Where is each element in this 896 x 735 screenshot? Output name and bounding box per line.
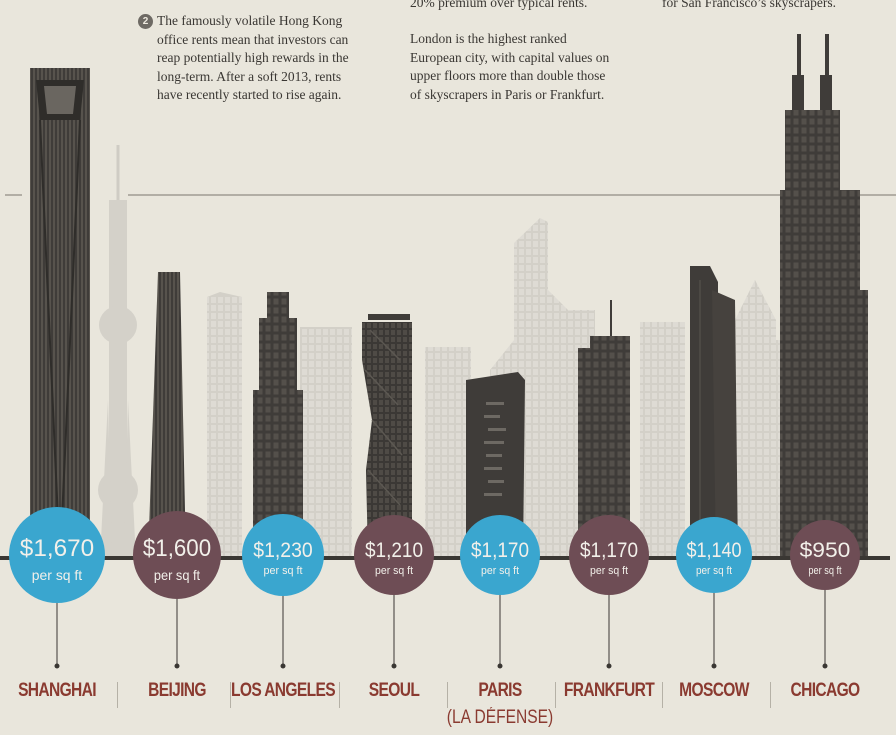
- price-marker-paris: $1,170 per sq ft: [460, 515, 540, 669]
- hk-line-3: reap potentially high rewards in the: [157, 50, 349, 65]
- label-separator: [555, 682, 556, 708]
- price-unit: per sq ft: [696, 565, 732, 577]
- price-value: $950: [800, 539, 851, 562]
- price-marker-seoul: $1,210 per sq ft: [354, 515, 434, 669]
- bg-tower-3: [425, 347, 471, 557]
- price-bubble: [569, 515, 649, 595]
- marker-dot: [822, 663, 828, 669]
- price-bubble: [9, 507, 105, 603]
- label-separator: [447, 682, 448, 708]
- price-bubble: [354, 515, 434, 595]
- hk-line-5: have recently started to rise again.: [157, 87, 342, 102]
- hong-kong-note: 2 The famously volatile Hong Kong office …: [138, 12, 388, 105]
- price-value: $1,230: [253, 539, 312, 562]
- label-separator: [117, 682, 118, 708]
- price-marker-los-angeles: $1,230 per sq ft: [242, 514, 324, 669]
- city-sublabel: (LA DÉFENSE): [446, 707, 554, 728]
- bg-tower-2: [300, 327, 352, 557]
- price-bubble: [790, 520, 860, 590]
- price-markers: $1,670 per sq ft $1,600 per sq ft $1,230 per …: [9, 507, 860, 669]
- city-label-seoul: SEOUL: [368, 680, 420, 701]
- premium-note: 20% premium over typical rents.: [410, 0, 588, 10]
- price-marker-moscow: $1,140 per sq ft: [676, 517, 752, 669]
- price-bubble: [676, 517, 752, 593]
- price-bubble: [242, 514, 324, 596]
- city-label-chicago: CHICAGO: [790, 680, 861, 701]
- price-marker-chicago: $950 per sq ft: [790, 520, 860, 669]
- city-label-paris: PARIS: [478, 680, 522, 701]
- shanghai-tower: [30, 68, 90, 558]
- chicago-tower: [780, 34, 868, 560]
- marker-dot: [391, 663, 397, 669]
- price-unit: per sq ft: [32, 567, 82, 583]
- note-number-badge: 2: [138, 14, 153, 29]
- city-label-moscow: MOSCOW: [679, 680, 749, 701]
- label-separator: [662, 682, 663, 708]
- hk-line-1: 2 The famously volatile Hong Kong: [138, 12, 388, 31]
- beijing-tower: [148, 272, 186, 558]
- price-value: $1,140: [686, 539, 741, 562]
- marker-dot: [497, 663, 503, 669]
- san-francisco-note: for San Francisco’s skyscrapers.: [662, 0, 836, 10]
- price-unit: per sq ft: [154, 567, 200, 583]
- paris-tower: [466, 372, 525, 558]
- marker-dot: [711, 663, 717, 669]
- price-unit: per sq ft: [375, 565, 413, 577]
- city-label-beijing: BEIJING: [148, 680, 206, 701]
- price-marker-frankfurt: $1,170 per sq ft: [569, 515, 649, 669]
- price-unit: per sq ft: [808, 565, 841, 577]
- price-unit: per sq ft: [590, 565, 628, 577]
- price-value: $1,600: [143, 535, 211, 562]
- label-separator: [339, 682, 340, 708]
- marker-dot: [280, 663, 286, 669]
- seoul-tower: [362, 314, 412, 558]
- city-label-los-angeles: LOS ANGELES: [231, 680, 336, 701]
- london-note: London is the highest ranked European ci…: [410, 31, 610, 102]
- bg-tower-1: [207, 297, 242, 557]
- price-value: $1,210: [365, 539, 423, 562]
- price-value: $1,170: [471, 539, 529, 562]
- city-label-frankfurt: FRANKFURT: [563, 680, 655, 701]
- pearl-tower: [98, 145, 138, 560]
- price-unit: per sq ft: [264, 565, 303, 577]
- hk-line-2: office rents mean that investors can: [157, 31, 349, 47]
- price-value: $1,670: [20, 535, 94, 562]
- label-separator: [230, 682, 231, 708]
- price-unit: per sq ft: [481, 565, 519, 577]
- marker-dot: [174, 663, 180, 669]
- price-bubble: [460, 515, 540, 595]
- marker-dot: [606, 663, 612, 669]
- bg-tower-4: [640, 322, 685, 557]
- label-separator: [770, 682, 771, 708]
- price-value: $1,170: [580, 539, 638, 562]
- price-marker-shanghai: $1,670 per sq ft: [9, 507, 105, 669]
- price-marker-beijing: $1,600 per sq ft: [133, 511, 221, 669]
- background-buildings: [98, 145, 780, 560]
- moscow-tower: [690, 266, 738, 560]
- hk-line-4: long-term. After a soft 2013, rents: [157, 68, 342, 84]
- city-label-shanghai: SHANGHAI: [18, 680, 97, 701]
- price-bubble: [133, 511, 221, 599]
- marker-dot: [54, 663, 60, 669]
